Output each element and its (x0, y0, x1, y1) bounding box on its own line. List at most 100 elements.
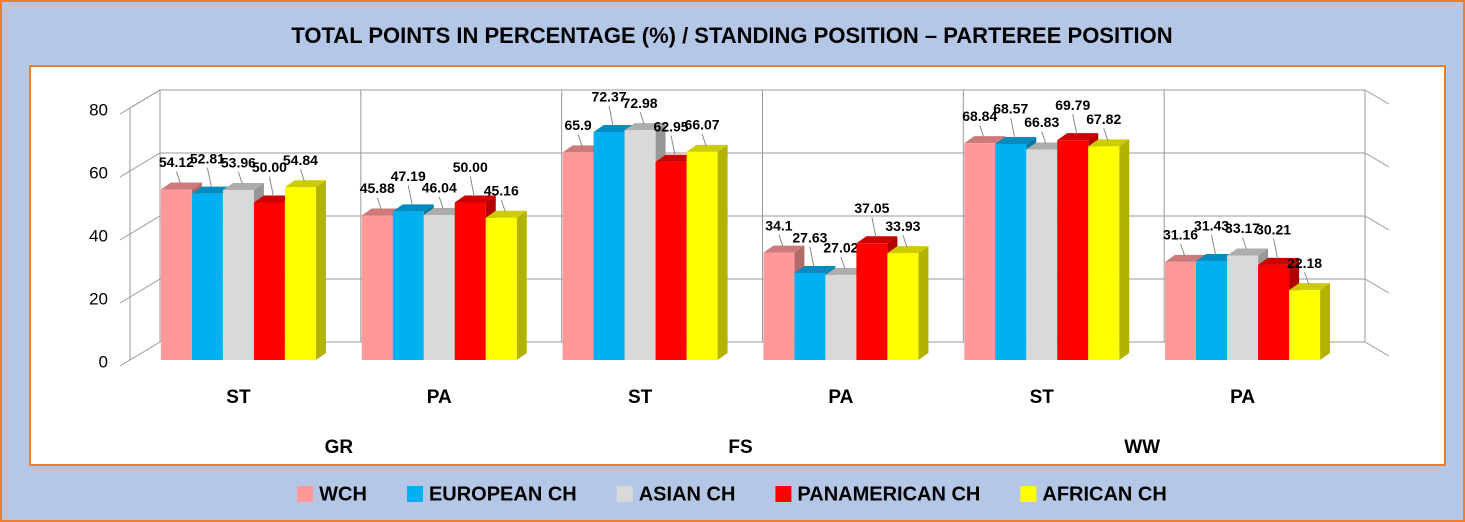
bar-top (887, 246, 929, 254)
x-tick-label: PA (427, 387, 452, 408)
bar (964, 143, 996, 360)
data-label: 31.43 (1194, 218, 1229, 234)
bar (1165, 261, 1197, 360)
legend-swatch (616, 486, 633, 502)
bar (825, 274, 857, 360)
leader-line (979, 124, 985, 138)
data-label: 54.84 (283, 152, 318, 168)
grid-line (119, 341, 1390, 367)
leader-line (438, 196, 444, 210)
legend-swatch (775, 486, 792, 502)
data-label: 33.17 (1225, 220, 1260, 236)
group-label: FS (728, 437, 752, 458)
bar (887, 253, 919, 360)
grid-line (119, 89, 1390, 115)
leader-line (608, 105, 614, 127)
bar-top (763, 245, 805, 253)
leader-line (1273, 238, 1279, 259)
bar-side (315, 180, 326, 360)
x-tick-label: ST (1030, 387, 1055, 408)
bar (1088, 146, 1120, 360)
leader-line (237, 171, 243, 185)
bar-top (1165, 254, 1207, 262)
leader-line (407, 185, 413, 206)
group-label: WW (1124, 437, 1160, 458)
leader-line (1103, 128, 1109, 141)
data-label: 37.05 (854, 200, 889, 216)
leader-line (1180, 243, 1186, 257)
bar (222, 190, 254, 360)
data-label: 66.07 (685, 117, 720, 133)
data-label: 68.57 (993, 101, 1028, 117)
grid-line (119, 215, 1390, 241)
leader-line (500, 199, 506, 212)
bar-top (1026, 142, 1068, 150)
leader-line (670, 135, 676, 156)
leader-line (1304, 271, 1310, 285)
data-label: 68.84 (962, 108, 997, 124)
bar (454, 202, 486, 360)
x-tick-label: ST (226, 387, 251, 408)
x-tick-label: PA (1230, 387, 1255, 408)
bar-top (1227, 248, 1269, 256)
bar-top (392, 204, 434, 212)
y-tick-label: 0 (99, 352, 108, 371)
data-label: 30.21 (1256, 222, 1291, 238)
legend-swatch (1020, 486, 1037, 502)
bar-top (284, 180, 326, 188)
bar-side (918, 246, 929, 360)
leader-line (1010, 117, 1016, 139)
bar (794, 272, 826, 360)
bar (995, 144, 1027, 360)
bar (160, 189, 192, 360)
bar-top (1196, 253, 1238, 261)
data-label: 46.04 (422, 180, 457, 196)
bar (686, 151, 718, 360)
bar-top (794, 265, 836, 273)
bar-top (562, 145, 604, 153)
leader-line (469, 176, 475, 197)
bar (624, 130, 656, 360)
y-tick-label: 60 (89, 163, 108, 182)
data-label: 72.37 (592, 89, 627, 105)
data-label: 65.9 (564, 117, 591, 133)
legend-swatch (406, 486, 423, 502)
bar-top (1258, 257, 1300, 265)
bar (1196, 260, 1228, 360)
leader-line (175, 171, 181, 184)
leader-line (840, 256, 846, 270)
bar (856, 243, 888, 360)
bar (1289, 290, 1321, 360)
y-tick-label: 80 (89, 100, 108, 119)
bar-top (655, 154, 697, 162)
y-tick-label: 20 (89, 289, 108, 308)
y-tick-label: 40 (89, 226, 108, 245)
leader-line (577, 134, 583, 147)
bar-top (253, 195, 295, 203)
data-label: 50.00 (252, 159, 287, 175)
bar-top (485, 210, 527, 218)
legend-label: PANAMERICAN CH (797, 483, 980, 505)
data-label: 62.95 (654, 118, 689, 134)
bar-top (593, 125, 635, 133)
bar-top (624, 123, 666, 131)
bar (1258, 264, 1290, 360)
bar-top (222, 183, 264, 191)
data-label: 69.79 (1055, 97, 1090, 113)
bar-top (1289, 283, 1331, 291)
leader-line (206, 167, 212, 188)
leader-line (268, 176, 274, 197)
legend-label: EUROPEAN CH (429, 483, 577, 505)
data-label: 34.1 (765, 217, 792, 233)
bar (423, 214, 455, 360)
leader-line (809, 246, 815, 268)
bar-side (717, 144, 728, 360)
bar (485, 217, 517, 360)
data-label: 72.98 (623, 95, 658, 111)
leader-line (376, 197, 382, 210)
bar-top (964, 136, 1006, 144)
data-label: 47.19 (391, 168, 426, 184)
data-label: 33.93 (885, 218, 920, 234)
data-label: 22.18 (1287, 255, 1322, 271)
